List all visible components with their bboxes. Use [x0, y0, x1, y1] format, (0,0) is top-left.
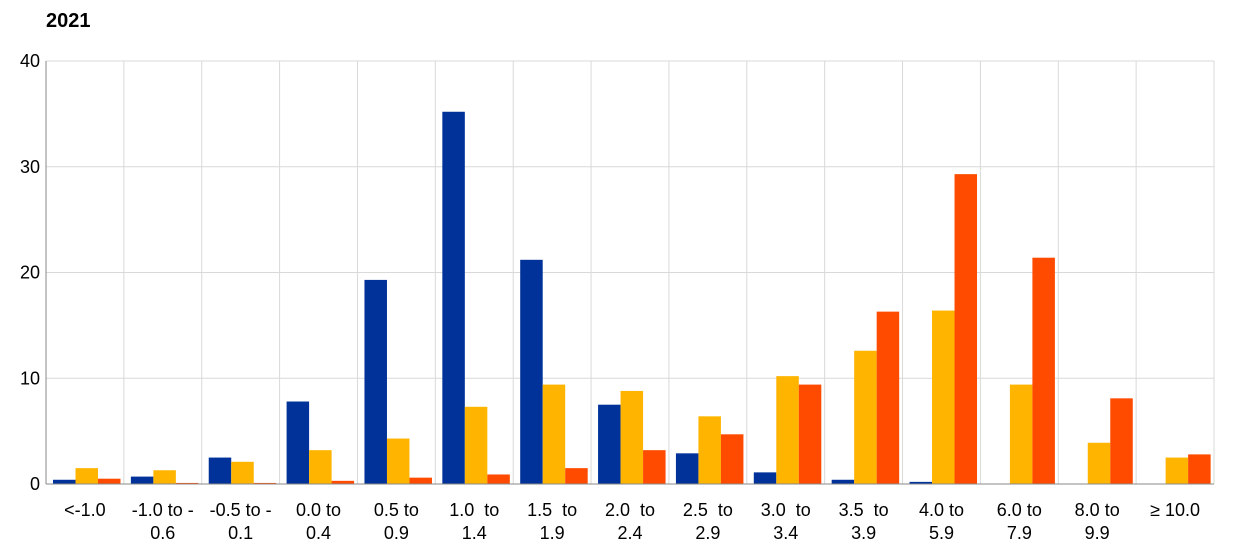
bar-s3-c14 [1110, 398, 1133, 484]
bar-s2-c5 [386, 438, 410, 484]
bar-s3-c6 [487, 474, 510, 484]
x-tick-label-5-line2: 0.9 [384, 523, 409, 543]
bar-s3-c7 [565, 468, 588, 484]
x-tick-label-13-line1: 6.0 to [997, 500, 1042, 520]
x-tick-label-12-line1: 4.0 to [919, 500, 964, 520]
x-tick-label-4-line1: 0.0 to [296, 500, 341, 520]
x-tick-label-10-line1: 3.0 to [761, 500, 811, 520]
bar-s2-c11 [854, 350, 877, 484]
bar-s1-c2 [130, 476, 154, 484]
bar-s1-c6 [442, 111, 465, 484]
bar-s1-c5 [364, 279, 387, 484]
x-tick-label-11-line1: 3.5 to [839, 500, 889, 520]
x-tick-label-11-line2: 3.9 [851, 523, 876, 543]
bar-s2-c3 [231, 461, 254, 484]
bar-s2-c4 [309, 450, 332, 484]
x-tick-label-4-line2: 0.4 [306, 523, 331, 543]
bar-s2-c10 [776, 376, 799, 484]
bar-s2-c7 [542, 384, 566, 484]
bar-s2-c12 [932, 310, 955, 484]
bar-s3-c11 [876, 311, 900, 484]
y-tick-label-1: 10 [20, 368, 40, 388]
bar-s2-c8 [620, 390, 644, 484]
x-tick-label-15: ≥ 10.0 [1150, 500, 1200, 520]
bar-s2-c6 [464, 406, 488, 484]
bar-s3-c15 [1188, 454, 1211, 484]
bar-s1-c3 [208, 457, 232, 484]
x-tick-label-6-line1: 1.0 to [449, 500, 499, 520]
bar-s1-c1 [53, 479, 76, 484]
bar-s3-c10 [798, 384, 822, 484]
bar-s3-c1 [98, 478, 121, 484]
x-tick-label-14-line2: 9.9 [1085, 523, 1110, 543]
x-tick-label-14-line1: 8.0 to [1075, 500, 1120, 520]
bar-s2-c15 [1165, 457, 1189, 484]
bar-s2-c1 [75, 468, 98, 484]
bar-s3-c13 [1032, 257, 1055, 484]
bar-s3-c9 [720, 434, 744, 484]
bar-s2-c9 [698, 416, 721, 484]
x-tick-label-3-line1: -0.5 to - [210, 500, 272, 520]
x-tick-label-3-line2: 0.1 [228, 523, 253, 543]
bar-s2-c2 [153, 470, 176, 484]
x-tick-label-8-line1: 2.0 to [605, 500, 655, 520]
bar-s3-c12 [954, 174, 978, 484]
x-tick-label-6-line2: 1.4 [462, 523, 487, 543]
bar-s1-c9 [675, 453, 699, 484]
x-tick-label-9-line1: 2.5 to [683, 500, 733, 520]
bar-s3-c3 [253, 482, 277, 484]
x-tick-label-2-line1: -1.0 to - [132, 500, 194, 520]
x-tick-label-1: <-1.0 [64, 500, 106, 520]
bar-s3-c8 [643, 450, 666, 484]
x-tick-label-9-line2: 2.9 [695, 523, 720, 543]
x-tick-label-12-line2: 5.9 [929, 523, 954, 543]
bar-s2-c13 [1009, 384, 1033, 484]
x-tick-label-7-line1: 1.5 to [527, 500, 577, 520]
chart-title: 2021 [46, 10, 91, 32]
x-tick-label-13-line2: 7.9 [1007, 523, 1032, 543]
bar-s1-c8 [598, 404, 621, 484]
x-tick-label-5-line1: 0.5 to [374, 500, 419, 520]
x-tick-label-2-line2: 0.6 [150, 523, 175, 543]
bar-s3-c2 [175, 482, 199, 484]
bar-s1-c7 [520, 259, 543, 484]
bar-s1-c10 [753, 472, 777, 484]
bar-s3-c4 [331, 480, 355, 484]
x-tick-label-8-line2: 2.4 [617, 523, 642, 543]
x-tick-label-10-line2: 3.4 [773, 523, 798, 543]
bar-s1-c12 [909, 481, 933, 484]
y-tick-label-3: 30 [20, 157, 40, 177]
y-tick-label-2: 20 [20, 263, 40, 283]
bar-s2-c14 [1087, 442, 1111, 484]
bar-s3-c5 [409, 477, 432, 484]
bar-s1-c11 [831, 479, 855, 484]
bar-s1-c4 [286, 401, 310, 484]
y-tick-label-4: 40 [20, 51, 40, 71]
y-tick-label-0: 0 [30, 474, 40, 494]
x-tick-label-7-line2: 1.9 [540, 523, 565, 543]
